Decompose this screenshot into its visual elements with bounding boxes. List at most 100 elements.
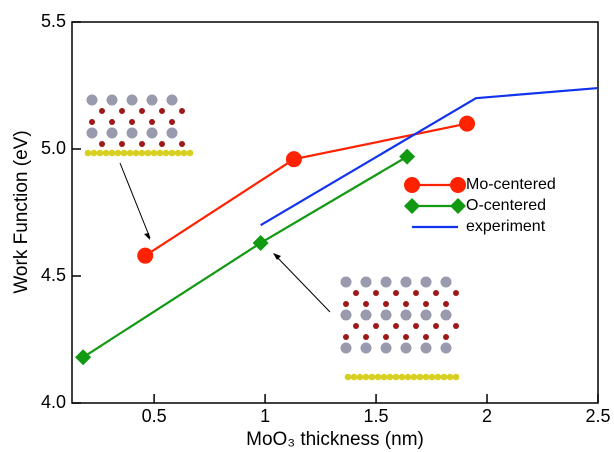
atom — [447, 374, 454, 381]
atom — [405, 374, 412, 381]
atom — [361, 310, 372, 321]
atom — [423, 374, 430, 381]
atom — [109, 150, 116, 157]
marker — [450, 177, 466, 193]
atom — [179, 108, 185, 114]
atom — [127, 128, 138, 139]
atom — [401, 277, 412, 288]
atom — [433, 290, 439, 296]
atom — [127, 95, 138, 106]
atom — [97, 150, 104, 157]
atom — [363, 334, 369, 340]
arrowhead — [273, 253, 281, 260]
y-tick-label: 4.5 — [41, 265, 66, 285]
atom — [361, 277, 372, 288]
atom — [393, 290, 399, 296]
atom — [85, 150, 92, 157]
atom — [383, 301, 389, 307]
atom — [87, 95, 98, 106]
atom — [443, 301, 449, 307]
atom — [423, 301, 429, 307]
atom — [421, 343, 432, 354]
atom — [127, 150, 134, 157]
atom — [351, 374, 358, 381]
atom — [393, 323, 399, 329]
y-tick-label: 5.0 — [41, 138, 66, 158]
marker — [137, 248, 153, 264]
arrowhead — [144, 233, 150, 240]
atom — [411, 374, 418, 381]
atom — [91, 150, 98, 157]
atom — [341, 343, 352, 354]
x-tick-label: 1.5 — [364, 406, 389, 426]
atom — [417, 374, 424, 381]
atom — [149, 119, 155, 125]
atom — [87, 128, 98, 139]
atom — [99, 108, 105, 114]
atom — [403, 334, 409, 340]
atom — [387, 374, 394, 381]
atom — [343, 334, 349, 340]
structure-inset — [85, 95, 194, 157]
x-tick-label: 2 — [482, 406, 492, 426]
atom — [175, 150, 182, 157]
marker — [404, 177, 420, 193]
chart: MoO₃ thickness (nm) Work Function (eV) 0… — [0, 0, 614, 452]
atom — [441, 343, 452, 354]
atom — [421, 310, 432, 321]
atom — [383, 334, 389, 340]
atom — [103, 150, 110, 157]
atom — [453, 323, 459, 329]
atom — [429, 374, 436, 381]
structure-inset — [341, 277, 460, 381]
arrow — [275, 255, 330, 312]
atom — [381, 374, 388, 381]
atom — [363, 301, 369, 307]
arrow — [120, 163, 150, 238]
marker — [399, 149, 415, 165]
atom — [157, 150, 164, 157]
atom — [119, 108, 125, 114]
atom — [107, 95, 118, 106]
atom — [89, 119, 95, 125]
marker — [75, 349, 91, 365]
y-tick-label: 4.0 — [41, 392, 66, 412]
atom — [441, 310, 452, 321]
atom — [373, 323, 379, 329]
atom — [109, 119, 115, 125]
atom — [147, 95, 158, 106]
legend-label: Mo-centered — [466, 176, 556, 193]
atom — [423, 334, 429, 340]
atom — [373, 290, 379, 296]
atom — [443, 334, 449, 340]
atom — [413, 323, 419, 329]
atom — [357, 374, 364, 381]
atom — [169, 150, 176, 157]
atom — [453, 290, 459, 296]
atom — [421, 277, 432, 288]
x-axis-label: MoO₃ thickness (nm) — [246, 429, 424, 450]
atom — [179, 141, 185, 147]
atom — [151, 150, 158, 157]
atom — [167, 128, 178, 139]
x-tick-label: 2.5 — [585, 406, 610, 426]
atom — [121, 150, 128, 157]
atom — [403, 301, 409, 307]
atom — [369, 374, 376, 381]
atom — [341, 310, 352, 321]
series-line — [145, 124, 467, 256]
atom — [375, 374, 382, 381]
atom — [401, 343, 412, 354]
atom — [399, 374, 406, 381]
x-tick-label: 0.5 — [142, 406, 167, 426]
marker — [450, 198, 466, 214]
atom — [139, 141, 145, 147]
atom — [133, 150, 140, 157]
atom — [441, 374, 448, 381]
atom — [169, 119, 175, 125]
atom — [167, 95, 178, 106]
atom — [433, 323, 439, 329]
x-tick-label: 1 — [260, 406, 270, 426]
atom — [107, 128, 118, 139]
atom — [345, 374, 352, 381]
